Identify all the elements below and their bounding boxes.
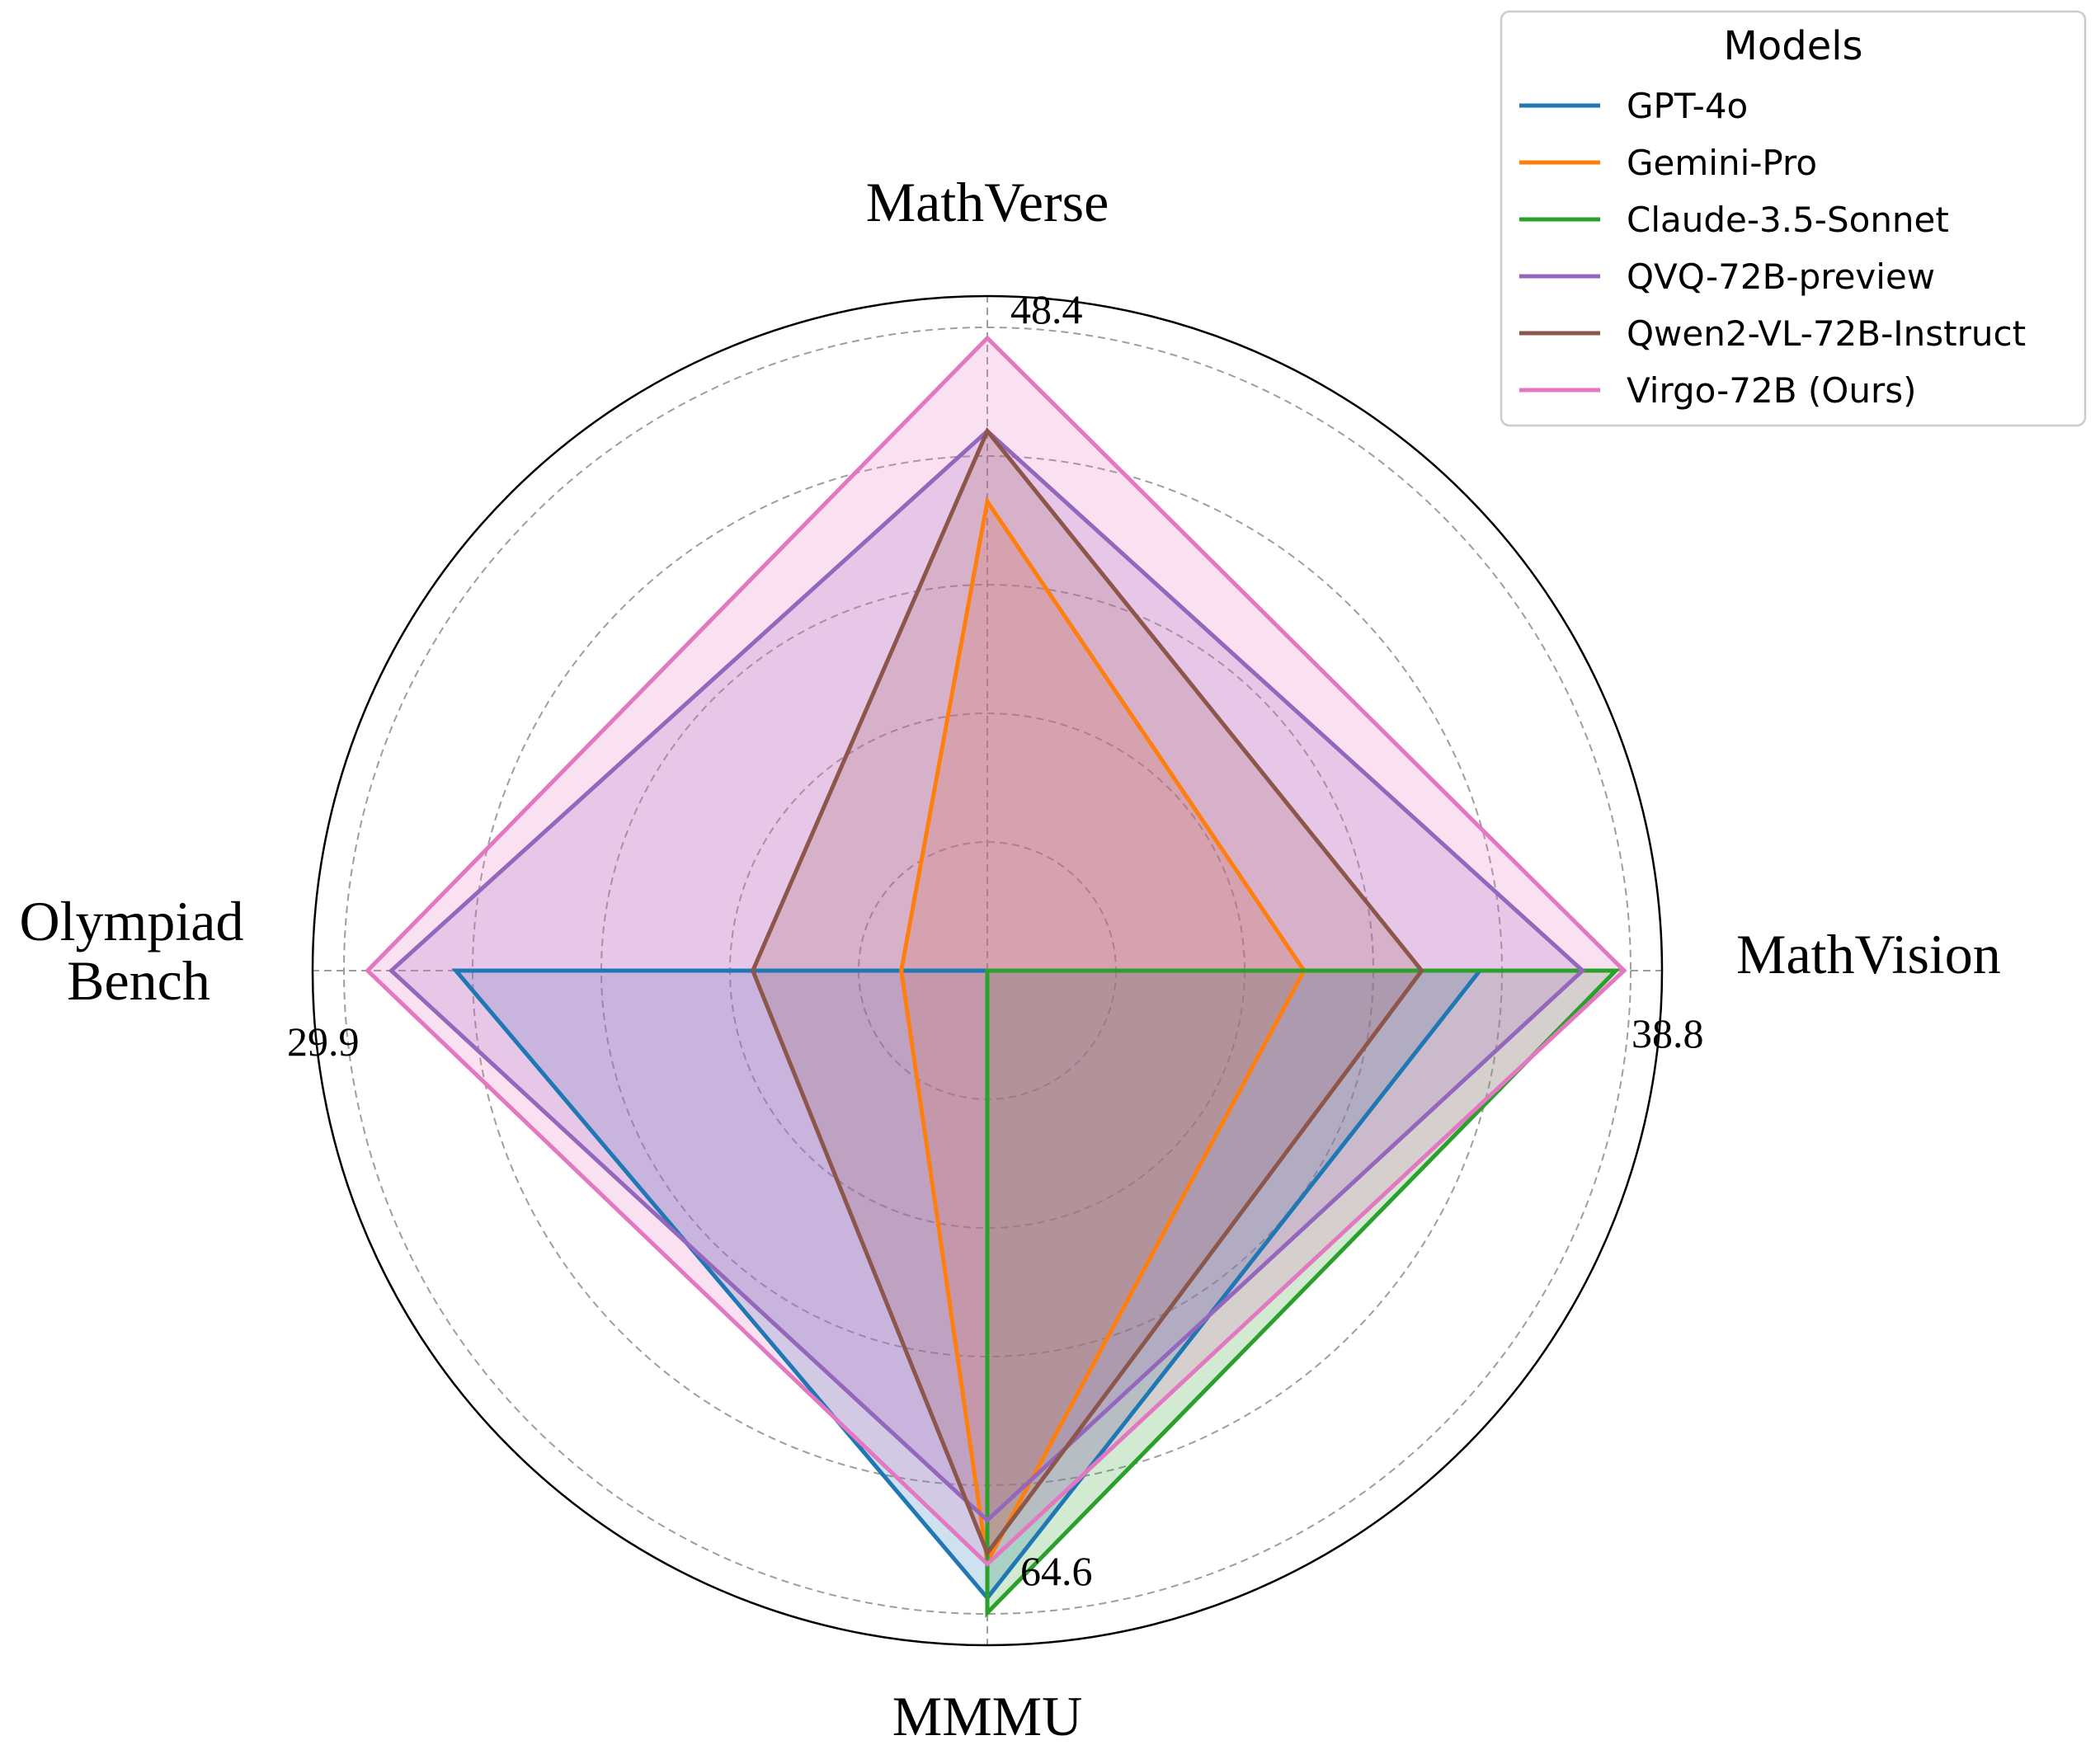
legend-title: Models xyxy=(1723,23,1862,69)
legend-label-virgo-72b-ours: Virgo-72B (Ours) xyxy=(1627,370,1917,411)
series-area-gpt-4o xyxy=(455,971,1481,1598)
axis-label-mathverse: MathVerse xyxy=(866,171,1109,233)
series-line-qwen2-vl-72b-instruct xyxy=(750,426,1424,1558)
legend-label-claude-3-5-sonnet: Claude-3.5-Sonnet xyxy=(1627,200,1949,240)
series-line-qvq-72b-preview xyxy=(388,428,1586,1523)
legend-label-qwen2-vl-72b-instruct: Qwen2-VL-72B-Instruct xyxy=(1627,313,2026,354)
series-line-virgo-72b-ours xyxy=(365,335,1627,1568)
max-label-mathverse: 48.4 xyxy=(1010,286,1083,332)
axis-label-olympiadbench: Olympiad Bench xyxy=(20,890,258,1012)
series-fills xyxy=(367,337,1625,1613)
legend-label-gpt-4o: GPT-4o xyxy=(1627,86,1748,126)
axis-label-mmmu: MMMU xyxy=(892,1685,1083,1745)
series-lines xyxy=(365,335,1627,1618)
legend-frame xyxy=(1500,10,2087,427)
max-label-mathvision: 38.8 xyxy=(1632,1010,1704,1056)
legend-label-gemini-pro: Gemini-Pro xyxy=(1627,143,1817,183)
max-label-mmmu: 64.6 xyxy=(1020,1548,1093,1594)
series-area-qwen2-vl-72b-instruct xyxy=(752,430,1422,1554)
axis-label-mathvision: MathVision xyxy=(1736,923,2001,985)
series-area-gemini-pro xyxy=(901,501,1304,1563)
legend: Models GPT-4o Gemini-Pro Claude-3.5-Sonnet… xyxy=(1500,10,2087,427)
series-area-virgo-72b-ours xyxy=(367,337,1625,1564)
legend-label-qvq-72b-preview: QVQ-72B-preview xyxy=(1627,256,1935,297)
series-line-claude-3-5-sonnet xyxy=(985,968,1621,1618)
max-label-olympiadbench: 29.9 xyxy=(287,1018,360,1065)
outer-ring xyxy=(311,294,1664,1647)
